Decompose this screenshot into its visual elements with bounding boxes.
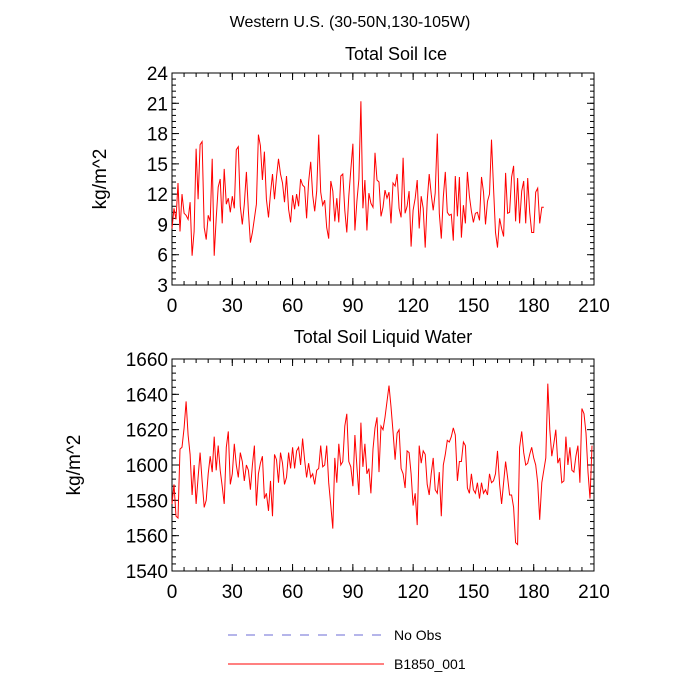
plot-frame — [171, 358, 595, 572]
y-tick-label: 1540 — [126, 562, 168, 583]
y-tick-label: 18 — [147, 125, 168, 146]
x-tick-label: 30 — [222, 582, 243, 603]
x-tick-label: 60 — [282, 296, 303, 317]
x-tick-label: 150 — [458, 582, 490, 603]
y-tick-label: 1620 — [126, 421, 168, 442]
panel-title: Total Soil Liquid Water — [294, 327, 472, 347]
x-tick-label: 210 — [578, 296, 610, 317]
x-tick-labels: 0 30 60 90 120 150 180 210 — [167, 582, 610, 603]
y-tick-labels: 1540 1560 1580 1600 1620 1640 1660 — [126, 350, 168, 583]
x-tick-label: 180 — [518, 582, 550, 603]
y-tick-label: 1600 — [126, 456, 168, 477]
panel-soil-ice: Total Soil Ice kg/m^2 0 30 60 90 120 150 180 21… — [90, 44, 610, 317]
x-tick-label: 30 — [222, 296, 243, 317]
y-tick-label: 6 — [157, 246, 168, 267]
x-tick-label: 0 — [167, 582, 178, 603]
x-tick-label: 120 — [397, 582, 429, 603]
x-tick-label: 180 — [518, 296, 550, 317]
y-tick-label: 1660 — [126, 350, 168, 371]
axis-ticks — [171, 72, 595, 286]
y-tick-label: 15 — [147, 155, 168, 176]
legend: No Obs B1850_001 — [228, 627, 466, 672]
y-tick-label: 3 — [157, 276, 168, 297]
x-tick-label: 150 — [458, 296, 490, 317]
x-tick-labels: 0 30 60 90 120 150 180 210 — [167, 296, 610, 317]
plot-frame — [171, 72, 595, 286]
panel-soil-liquid-water: Total Soil Liquid Water kg/m^2 0 30 60 90 12… — [64, 327, 610, 603]
y-tick-label: 1580 — [126, 491, 168, 512]
figure-title: Western U.S. (30-50N,130-105W) — [230, 14, 471, 31]
y-tick-label: 1560 — [126, 527, 168, 548]
x-tick-label: 120 — [397, 296, 429, 317]
x-tick-label: 90 — [342, 296, 363, 317]
y-axis-label: kg/m^2 — [90, 149, 111, 210]
y-tick-label: 21 — [147, 94, 168, 115]
x-tick-label: 60 — [282, 582, 303, 603]
x-tick-label: 210 — [578, 582, 610, 603]
y-tick-labels: 3 6 9 12 15 18 21 24 — [147, 64, 169, 297]
y-tick-label: 1640 — [126, 385, 168, 406]
series-line-b1850-001 — [171, 383, 593, 546]
legend-label-no-obs: No Obs — [394, 627, 441, 643]
panel-title: Total Soil Ice — [345, 44, 447, 64]
x-tick-label: 90 — [342, 582, 363, 603]
series-line-b1850-001 — [171, 101, 544, 256]
x-tick-label: 0 — [167, 296, 178, 317]
legend-label-b1850-001: B1850_001 — [394, 656, 466, 672]
y-tick-label: 9 — [157, 215, 168, 236]
y-axis-label: kg/m^2 — [64, 435, 85, 496]
y-tick-label: 24 — [147, 64, 169, 85]
y-tick-label: 12 — [147, 185, 168, 206]
axis-ticks — [171, 358, 595, 572]
